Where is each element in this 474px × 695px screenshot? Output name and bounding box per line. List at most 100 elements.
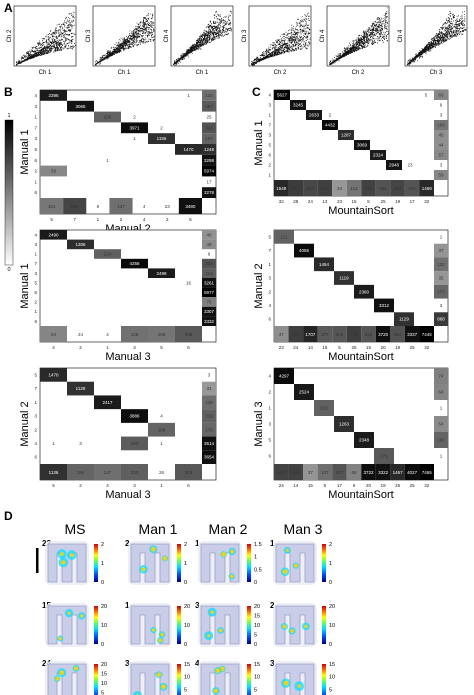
field-colorbar-tick: 15 [254,662,260,668]
matrix-cell-value: 2633 [309,113,320,118]
matrix-cell [148,422,175,437]
field-hotspot-core [141,567,146,572]
scatter-points [15,11,76,66]
row-total-cell [202,90,216,101]
row-index-label: 5 [268,143,271,148]
matrix-x-label: Manual 3 [105,351,150,363]
col-total-value: 327 [336,470,344,475]
colorbar-top-label: 1 [7,113,10,119]
field-colorbar-tick: 10 [254,623,260,629]
row-total-cell [434,257,448,272]
scatter-points [95,13,155,66]
matrix-cell [294,243,314,258]
col-index-label: 1 [160,483,163,488]
field-hotspot [132,690,143,695]
col-total-cell [419,326,434,342]
row-total-value: 48 [206,242,212,247]
row-total-cell [202,187,216,198]
row-total-cell [434,271,448,285]
field-colorbar-tick: 10 [101,623,107,629]
row-total-value: 35 [438,276,444,281]
col-total-value: 3322 [378,470,389,475]
row-index-label: 3 [34,242,37,247]
row-total-value: 3261 [204,280,215,285]
scatter-x-label: Ch 1 [196,70,209,76]
field-colorbar-tick: 5 [184,687,187,693]
col-index-label: 5 [52,483,55,488]
col-total-value: 24 [78,332,84,337]
matrix-cell-value: 1287 [341,133,352,138]
row-index-label: 3 [268,276,271,281]
row-total-cell [434,368,448,384]
matrix-cell [121,409,148,423]
scatter-y-label: Ch 3 [242,29,248,42]
col-total-cell [317,180,333,196]
matrix-cell [148,133,175,144]
col-index-label: 19 [395,199,401,204]
field-hotspot-core [218,628,223,633]
row-index-label: 5 [268,438,271,443]
field-colorbar-tick: 2 [184,542,187,548]
row-total-cell [202,395,216,410]
place-field: 1 20 10 0 [125,601,190,648]
row-index-label: 6 [268,454,271,459]
field-colorbar [322,606,326,644]
field-hotspot-core [283,680,289,686]
col-total-value: 64 [51,332,57,337]
row-total-cell [202,154,216,166]
row-total-value: 44 [438,143,444,148]
row-index-label: 7 [268,123,271,128]
field-colorbar-tick: 2 [329,542,332,548]
col-index-label: 15 [351,199,357,204]
row-index-label: 1 [34,115,37,120]
col-total-cell [148,326,175,342]
field-hotspot-core [290,628,295,633]
field-colorbar-tick: 0 [329,580,332,586]
col-total-cell [361,180,376,196]
matrix-cell-value: 1128 [76,386,86,391]
field-colorbar-tick: 5 [101,691,104,695]
field-cell-id: 3 [125,659,130,668]
col-index-label: 25 [381,199,387,204]
row-total-value: 45 [438,133,444,138]
col-total-value: 3722 [364,470,375,475]
matrix-cell [67,100,94,112]
matrix-cell-value: 1306 [75,242,86,247]
matrix-cell [354,432,374,448]
row-total-cell [202,144,216,155]
row-total-cell [202,165,216,177]
row-total-cell [434,140,448,150]
row-total-value: 76 [206,300,212,305]
field-colorbar-tick: 5 [254,633,257,639]
col-total-cell [332,464,347,480]
field-hotspot-core [59,670,65,676]
row-index-label: 3 [34,414,37,419]
field-hotspot-core [160,632,164,637]
matrix-cell-value: 199 [158,427,166,432]
row-index-label: 1 [34,309,37,314]
panel-label-d: D [4,509,13,523]
row-index-label: 4 [34,232,37,237]
col-total-value: 8 [97,204,100,209]
row-total-value: 224 [205,271,213,276]
row-total-cell [202,100,216,112]
matrix-cell [354,140,370,150]
col-total-value: 4 [143,204,146,209]
col-total-value: 722 [292,332,300,337]
scatter-plot: Ch 4 Ch 3 [398,5,468,76]
matrix-y-label: Manual 2 [253,263,265,308]
matrix-cell-value: 4432 [325,123,336,128]
row-total-cell [434,170,448,180]
row-total-value: 1 [440,406,443,411]
row-total-cell [202,268,216,278]
place-field: 2 2 1 0 [125,539,187,586]
col-index-label: 25 [410,345,416,350]
row-total-value: 3 [440,163,443,168]
matrix-cell-value: 59 [51,169,57,174]
col-index-label: 7 [73,217,76,222]
matrix-cell-value: 2324 [373,153,384,158]
matrix-cell-value: 3971 [129,125,140,130]
row-total-value: 267 [205,104,213,109]
field-colorbar-tick: 0.5 [254,567,262,573]
